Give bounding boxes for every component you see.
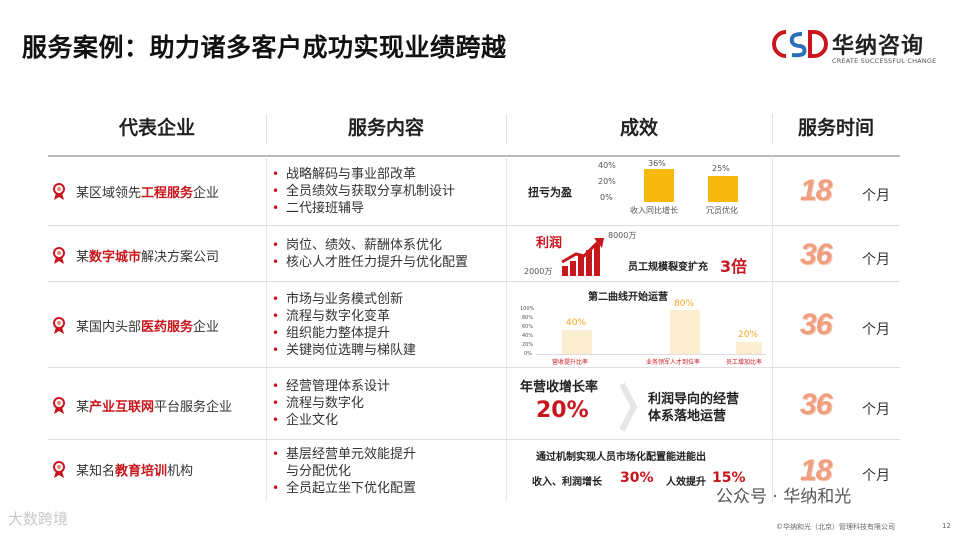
list-item: 流程与数字化 <box>270 395 390 412</box>
table-header: 代表企业 服务内容 成效 服务时间 <box>48 100 900 157</box>
services-list: 岗位、绩效、薪酬体系优化 核心人才胜任力提升与优化配置 <box>270 237 468 271</box>
list-item: 经营管理体系设计 <box>270 378 390 395</box>
column-header-duration: 服务时间 <box>797 117 874 139</box>
column-header-effect: 成效 <box>619 117 658 139</box>
watermark: 大数跨境 <box>8 510 69 528</box>
growth-bars-arrow-icon <box>561 238 604 276</box>
company-cell: 某知名 教育培训 机构 <box>52 460 193 479</box>
page-title: 服务案例：助力诸多客户成功实现业绩跨越 <box>22 33 507 62</box>
effect-cell: 第二曲线开始运营 100% 80% 60% 40% 20% 0% 40% 80%… <box>506 282 772 368</box>
effect-label: 扭亏为盈 <box>528 186 572 199</box>
chevron-right-icon <box>620 382 638 432</box>
duration-cell: 18 个月 <box>800 454 890 487</box>
list-item: 流程与数字化变革 <box>270 308 416 325</box>
duration-cell: 36 个月 <box>800 388 890 421</box>
list-item: 战略解码与事业部改革 <box>270 166 455 183</box>
award-medal-icon <box>53 460 65 478</box>
duration-cell: 36 个月 <box>800 308 890 341</box>
column-header-services: 服务内容 <box>347 117 424 139</box>
bar-revenue <box>644 169 674 202</box>
bar-revenue-rate <box>562 330 592 354</box>
company-cell: 某区域领先 工程服务 企业 <box>52 182 219 201</box>
column-header-company: 代表企业 <box>118 117 195 139</box>
effect-cell: 年营收增长率 20% 利润导向的经营 体系落地运营 <box>506 368 772 440</box>
logo-slogan: CREATE SUCCESSFUL CHANGE <box>832 57 937 65</box>
list-item: 核心人才胜任力提升与优化配置 <box>270 254 468 271</box>
csd-logo-mark-icon <box>772 30 828 58</box>
effect-cell: 利润 8000万 2000万 员工规模裂变扩充 3倍 <box>524 231 748 276</box>
bar-leader-rate <box>670 310 700 354</box>
effect-cell: 通过机制实现人员市场化配置能进能出 收入、利润增长 30% 人效提升 15% <box>532 452 746 488</box>
company-cell: 某国内头部 医药服务 企业 <box>52 316 219 335</box>
publisher-label: 公众号 · 华纳和光 <box>716 487 852 507</box>
list-item: 岗位、绩效、薪酬体系优化 <box>270 237 468 254</box>
award-medal-icon <box>53 396 65 414</box>
page-number: 12 <box>942 522 951 530</box>
list-item: 组织能力整体提升 <box>270 325 416 342</box>
header-divider <box>48 155 900 157</box>
list-item: 关键岗位选聘与梯队建 <box>270 342 416 359</box>
company-cell: 某产业互联网 平台服务企业 <box>52 396 232 415</box>
award-medal-icon <box>53 246 65 264</box>
services-list: 市场与业务模式创新 流程与数字化变革 组织能力整体提升 关键岗位选聘与梯队建 <box>270 291 416 359</box>
list-item: 与分配优化 <box>286 464 352 479</box>
duration-cell: 36 个月 <box>800 238 890 271</box>
bar-staff-rate <box>736 342 762 354</box>
list-item: 市场与业务模式创新 <box>270 291 416 308</box>
company-cell: 某数字城市 解决方案公司 <box>52 246 219 265</box>
services-list: 经营管理体系设计 流程与数字化 企业文化 <box>270 378 390 429</box>
company-logo: 华纳咨询 CREATE SUCCESSFUL CHANGE <box>768 24 938 74</box>
duration-cell: 18 个月 <box>800 174 890 207</box>
copyright: ©华纳和光（北京）管理科技有限公司 <box>776 523 895 531</box>
list-item: 全员起立坐下优化配置 <box>270 480 416 497</box>
list-item: 企业文化 <box>270 412 390 429</box>
effect-cell: 扭亏为盈 40% 20% 0% 36% 收入同比增长 25% 冗员优化 <box>528 159 738 215</box>
bar-redundancy <box>708 176 738 202</box>
logo-chinese-name: 华纳咨询 <box>832 34 925 59</box>
list-item: 全员绩效与获取分享机制设计 <box>270 183 455 200</box>
services-list: 基层经营单元效能提升 与分配优化 全员起立坐下优化配置 <box>270 446 416 497</box>
services-list: 战略解码与事业部改革 全员绩效与获取分享机制设计 二代接班辅导 <box>270 166 455 217</box>
award-medal-icon <box>53 182 65 200</box>
list-item: 基层经营单元效能提升 <box>270 446 416 463</box>
award-medal-icon <box>53 316 65 334</box>
list-item: 二代接班辅导 <box>270 200 455 217</box>
